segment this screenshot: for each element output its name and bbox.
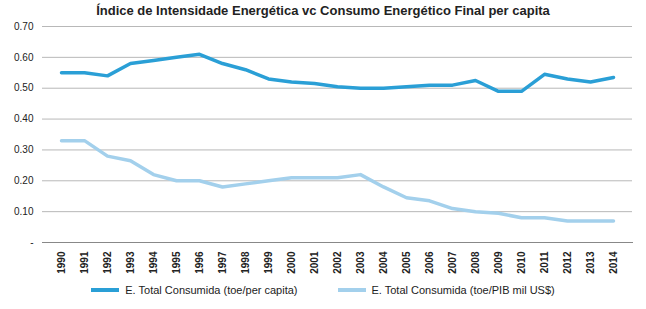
svg-text:2009: 2009 <box>493 251 504 274</box>
svg-text:2005: 2005 <box>401 251 412 274</box>
svg-text:0.40: 0.40 <box>14 113 34 124</box>
svg-text:2001: 2001 <box>309 251 320 274</box>
html-text:E. Total Consumida (toe/per ca: E. Total Consumida (toe/per capita) <box>125 284 298 296</box>
svg-text:2010: 2010 <box>516 251 527 274</box>
svg-text:2002: 2002 <box>332 251 343 274</box>
svg-text:0.30: 0.30 <box>14 144 34 155</box>
svg-text:2014: 2014 <box>608 251 619 274</box>
svg-text:2000: 2000 <box>286 251 297 274</box>
html-text:E. Total Consumida (toe/PIB mi: E. Total Consumida (toe/PIB mil US$) <box>371 284 555 296</box>
svg-text:0.70: 0.70 <box>14 21 34 32</box>
svg-text:1999: 1999 <box>263 251 274 274</box>
svg-text:2011: 2011 <box>539 251 550 273</box>
svg-text:1992: 1992 <box>102 251 113 274</box>
svg-text:0.50: 0.50 <box>14 82 34 93</box>
svg-text:0.60: 0.60 <box>14 52 34 63</box>
svg-text:0.20: 0.20 <box>14 175 34 186</box>
svg-text:1991: 1991 <box>79 251 90 274</box>
svg-text:2013: 2013 <box>585 251 596 274</box>
svg-text:1996: 1996 <box>194 251 205 274</box>
svg-text:2003: 2003 <box>355 251 366 274</box>
svg-text:2004: 2004 <box>378 251 389 274</box>
svg-text:2007: 2007 <box>447 251 458 274</box>
svg-text:1994: 1994 <box>148 251 159 274</box>
svg-text:1998: 1998 <box>240 251 251 274</box>
svg-text:2008: 2008 <box>470 251 481 274</box>
svg-text:-: - <box>30 237 33 248</box>
svg-text:2006: 2006 <box>424 251 435 274</box>
svg-text:1993: 1993 <box>125 251 136 274</box>
html-text:Índice de Intensidade Energéti: Índice de Intensidade Energética vc Cons… <box>96 3 550 18</box>
svg-text:0.10: 0.10 <box>14 206 34 217</box>
svg-text:1997: 1997 <box>217 251 228 274</box>
svg-text:2012: 2012 <box>562 251 573 274</box>
svg-text:1990: 1990 <box>56 251 67 274</box>
svg-text:1995: 1995 <box>171 251 182 274</box>
